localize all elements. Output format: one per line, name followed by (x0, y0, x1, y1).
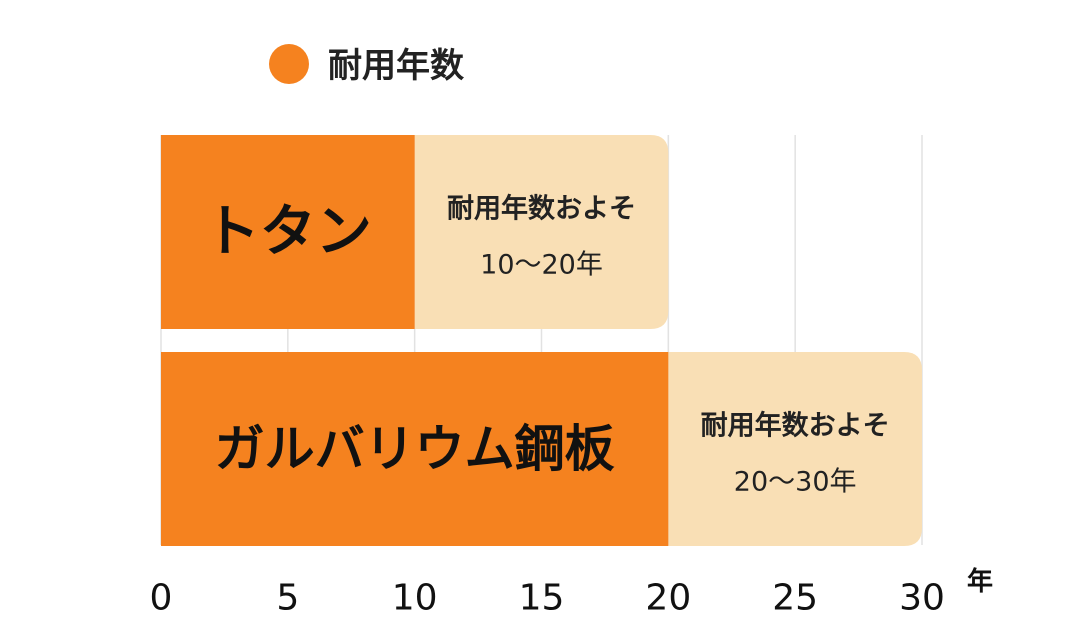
range-label-line: 20〜30年 (734, 467, 857, 498)
bars (161, 135, 922, 546)
bar-range-0 (414, 135, 669, 329)
x-tick-label: 20 (645, 578, 691, 619)
category-label: ガルバリウム鋼板 (215, 420, 615, 478)
legend-marker (269, 44, 309, 84)
bar-durability-0 (161, 135, 415, 329)
category-label: トタン (204, 200, 372, 265)
x-tick-label: 5 (276, 578, 299, 619)
bar-range-1 (668, 352, 922, 546)
range-label-line: 耐用年数およそ (701, 410, 890, 442)
x-tick-label: 10 (392, 578, 438, 619)
range-label-line: 10〜20年 (480, 250, 603, 281)
x-tick-label: 0 (150, 578, 173, 619)
bar-durability-1 (161, 352, 669, 546)
legend: 耐用年数 (269, 44, 464, 86)
x-tick-label: 30 (899, 578, 945, 619)
x-unit-label: 年 (967, 566, 993, 597)
legend-label: 耐用年数 (328, 46, 464, 86)
range-label-line: 耐用年数およそ (447, 193, 636, 225)
x-tick-label: 15 (519, 578, 565, 619)
x-axis: 0 5 10 15 20 25 30 年 (150, 566, 993, 619)
x-tick-label: 25 (772, 578, 818, 619)
